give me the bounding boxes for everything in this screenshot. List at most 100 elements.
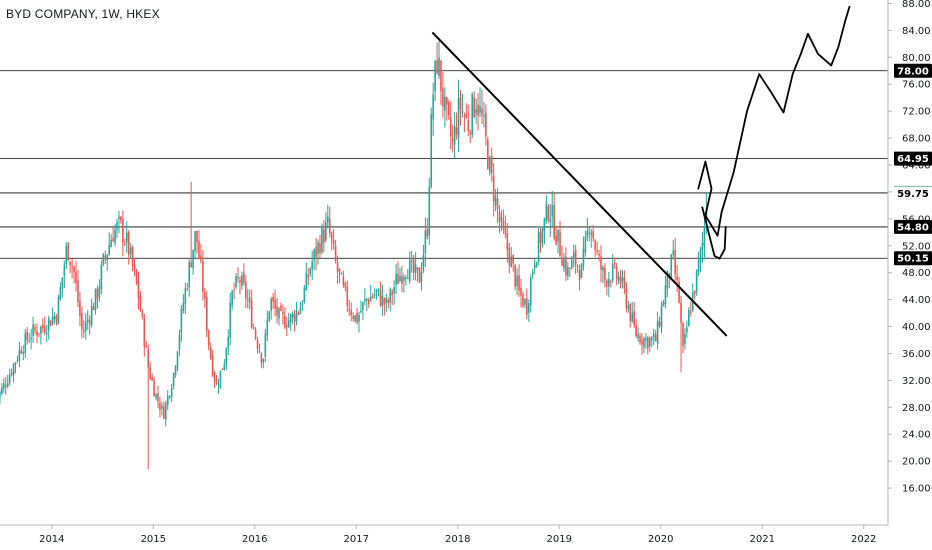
candle-body <box>615 266 618 279</box>
price-label-box <box>894 63 932 78</box>
candle-body <box>426 228 429 237</box>
candle-body <box>490 155 493 174</box>
candle-body <box>118 216 120 219</box>
candle-body <box>541 228 544 243</box>
candle-body <box>387 299 390 304</box>
candle-body <box>485 112 487 137</box>
candle-body <box>399 276 401 282</box>
candle-body <box>672 250 675 255</box>
candle-body <box>227 336 230 349</box>
candle-body <box>350 310 352 315</box>
price-label-text: 78.00 <box>897 66 929 77</box>
candle-body <box>352 316 354 319</box>
candle-body <box>4 385 7 387</box>
candle-body <box>276 306 278 316</box>
candle-body <box>557 229 559 242</box>
projection-dip <box>701 206 727 260</box>
candle-body <box>36 330 38 336</box>
candle-body <box>567 266 569 277</box>
candle-body <box>375 289 378 293</box>
candle-body <box>492 175 495 202</box>
candle-body <box>258 350 261 352</box>
candle-body <box>221 368 224 370</box>
candle-body <box>330 232 333 240</box>
candle-body <box>114 229 116 244</box>
candle-body <box>545 203 548 222</box>
candle-body <box>112 238 114 242</box>
candle-body <box>145 345 148 348</box>
candle-body <box>135 270 138 284</box>
candle-body <box>440 60 442 92</box>
candle-body <box>6 383 9 387</box>
candle-body <box>248 297 251 303</box>
candle-body <box>555 235 557 245</box>
candle-body <box>53 315 56 320</box>
candle-body <box>512 254 514 264</box>
candle-body <box>231 291 233 306</box>
candle-body <box>18 349 21 361</box>
candle-body <box>65 245 68 265</box>
candle-body <box>256 340 259 349</box>
candle-body <box>289 314 292 323</box>
candle-body <box>16 360 19 362</box>
candle-body <box>695 269 698 292</box>
candle-body <box>166 395 169 405</box>
candle-body <box>436 60 438 74</box>
candle-body <box>432 94 434 120</box>
candle-body <box>549 218 552 223</box>
candle-body <box>245 281 247 299</box>
candle-body <box>153 380 155 397</box>
candle-body <box>371 296 374 298</box>
candle-body <box>77 280 79 303</box>
candle-body <box>260 353 263 363</box>
candle-body <box>389 289 392 303</box>
candle-body <box>12 364 15 376</box>
candle-body <box>262 359 265 363</box>
candle-body <box>496 198 499 210</box>
candle-body <box>516 275 518 286</box>
candle-body <box>553 205 555 238</box>
candle-body <box>586 230 589 237</box>
candle-body <box>701 242 704 250</box>
candle-body <box>305 272 308 291</box>
candle-body <box>358 314 360 322</box>
candle-body <box>237 277 239 279</box>
candle-body <box>149 367 151 379</box>
candle-body <box>658 322 661 327</box>
candle-body <box>47 318 50 331</box>
y-tick-label: 76.00 <box>902 80 931 91</box>
candle-body <box>291 313 294 318</box>
candle-body <box>338 268 341 273</box>
candle-body <box>129 247 132 255</box>
candle-body <box>481 108 483 116</box>
projection-path <box>697 5 851 237</box>
x-tick-label: 2014 <box>39 534 64 545</box>
candle-body <box>151 377 153 381</box>
candle-body <box>143 317 146 347</box>
candle-body <box>531 271 534 276</box>
candle-body <box>311 261 313 270</box>
candle-body <box>155 393 157 398</box>
candle-body <box>315 246 317 257</box>
candle-body <box>526 298 528 315</box>
candle-body <box>43 326 46 333</box>
trend-line <box>431 31 728 337</box>
candle-body <box>268 311 271 321</box>
candle-body <box>321 227 323 253</box>
candle-body <box>71 265 73 267</box>
candle-body <box>408 260 411 282</box>
candle-body <box>412 258 415 273</box>
candle-body <box>592 231 595 239</box>
candle-body <box>102 254 105 265</box>
candle-body <box>139 296 142 311</box>
candle-body <box>502 220 505 229</box>
candle-body <box>211 355 214 375</box>
candle-body <box>287 320 290 327</box>
candle-body <box>680 302 682 323</box>
candle-body <box>86 319 89 322</box>
candle-body <box>662 302 665 307</box>
candle-body <box>625 288 628 309</box>
candle-body <box>243 272 245 284</box>
candle-body <box>174 366 177 375</box>
